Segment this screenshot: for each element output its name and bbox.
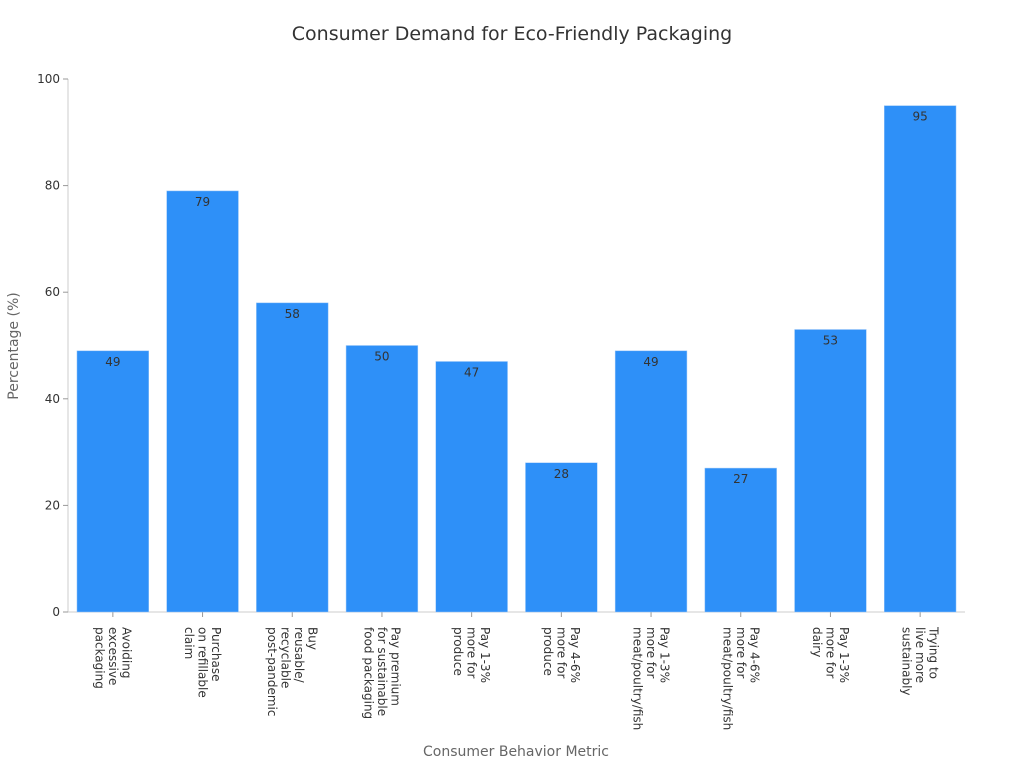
x-tick-label-line: Purchase [209, 627, 223, 682]
y-tick-label: 60 [45, 285, 60, 299]
x-tick-label-line: claim [182, 627, 196, 659]
y-tick-label: 20 [45, 498, 60, 512]
data-label: 28 [554, 467, 569, 481]
x-tick-label: Pay 4-6%more formeat/poultry/fish [720, 627, 761, 730]
x-tick-label-line: more for [554, 627, 568, 678]
y-tick-label: 0 [52, 605, 60, 619]
x-tick-label-line: produce [451, 627, 465, 676]
bar [435, 361, 508, 613]
data-label: 27 [733, 472, 748, 486]
data-label: 95 [913, 110, 928, 124]
x-tick-label-line: excessive [106, 627, 120, 685]
y-tick-label: 100 [37, 72, 60, 86]
x-tick-label-line: dairy [810, 627, 824, 657]
x-tick-label-line: Trying to [927, 626, 941, 679]
bar [525, 462, 598, 613]
x-tick-label-line: live more [913, 627, 927, 683]
x-tick-label-line: meat/poultry/fish [631, 627, 645, 730]
data-label: 49 [643, 355, 658, 369]
x-tick-label-line: on refillable [196, 627, 210, 698]
x-tick-label-line: Pay 4-6% [568, 627, 582, 683]
x-tick-label-line: produce [541, 627, 555, 676]
x-tick-label-line: more for [823, 627, 837, 678]
bar [256, 302, 329, 613]
x-tick-label-line: Pay 1-3% [478, 627, 492, 683]
x-tick-label-line: Buy [306, 627, 320, 650]
bar [166, 190, 239, 613]
x-tick-label: Buyreusable/recyclablepost-pandemic [265, 627, 320, 716]
chart-title: Consumer Demand for Eco-Friendly Packagi… [292, 23, 732, 45]
data-label: 47 [464, 365, 479, 379]
x-tick-label-line: Pay 1-3% [837, 627, 851, 683]
x-tick-label-line: post-pandemic [265, 627, 279, 716]
data-label: 49 [105, 355, 120, 369]
data-label: 53 [823, 334, 838, 348]
x-tick-label: Avoidingexcessivepackaging [92, 627, 133, 689]
bar [76, 350, 149, 613]
x-tick-label-line: more for [734, 627, 748, 678]
x-tick-label-line: more for [644, 627, 658, 678]
x-tick-label-line: Pay 1-3% [658, 627, 672, 683]
y-tick-label: 40 [45, 392, 60, 406]
x-tick-label: Pay 1-3%more forproduce [451, 627, 492, 683]
x-axis-label: Consumer Behavior Metric [423, 744, 609, 760]
x-tick-label: Purchaseon refillableclaim [182, 627, 223, 698]
x-tick-label: Pay 1-3%more fordairy [810, 627, 851, 683]
x-tick-label: Pay 4-6%more forproduce [541, 627, 582, 683]
x-tick-label-line: Pay 4-6% [747, 627, 761, 683]
y-axis-label: Percentage (%) [6, 292, 22, 399]
bar [345, 345, 419, 613]
x-tick-label: Pay 1-3%more formeat/poultry/fish [631, 627, 672, 730]
x-tick-label-line: meat/poultry/fish [720, 627, 734, 730]
data-label: 58 [285, 307, 300, 321]
y-tick-label: 80 [45, 179, 60, 193]
x-tick-label: Pay premiumfor sustainablefood packaging [361, 627, 402, 719]
x-tick-label-line: food packaging [361, 627, 375, 719]
x-tick-label-line: more for [465, 627, 479, 678]
x-tick-label-line: Avoiding [119, 627, 133, 678]
data-label: 50 [374, 350, 389, 364]
bar [704, 467, 777, 613]
x-tick-label: Trying tolive moresustainably [900, 626, 941, 696]
x-tick-label-line: reusable/ [292, 627, 306, 684]
x-tick-label-line: Pay premium [388, 627, 402, 706]
bar [884, 105, 957, 613]
data-label: 79 [195, 195, 210, 209]
x-tick-label-line: packaging [92, 627, 106, 689]
bar [794, 329, 867, 613]
x-tick-label-line: recyclable [279, 627, 293, 688]
bar [614, 350, 688, 613]
x-tick-label-line: sustainably [900, 627, 914, 696]
x-tick-label-line: for sustainable [375, 627, 389, 716]
